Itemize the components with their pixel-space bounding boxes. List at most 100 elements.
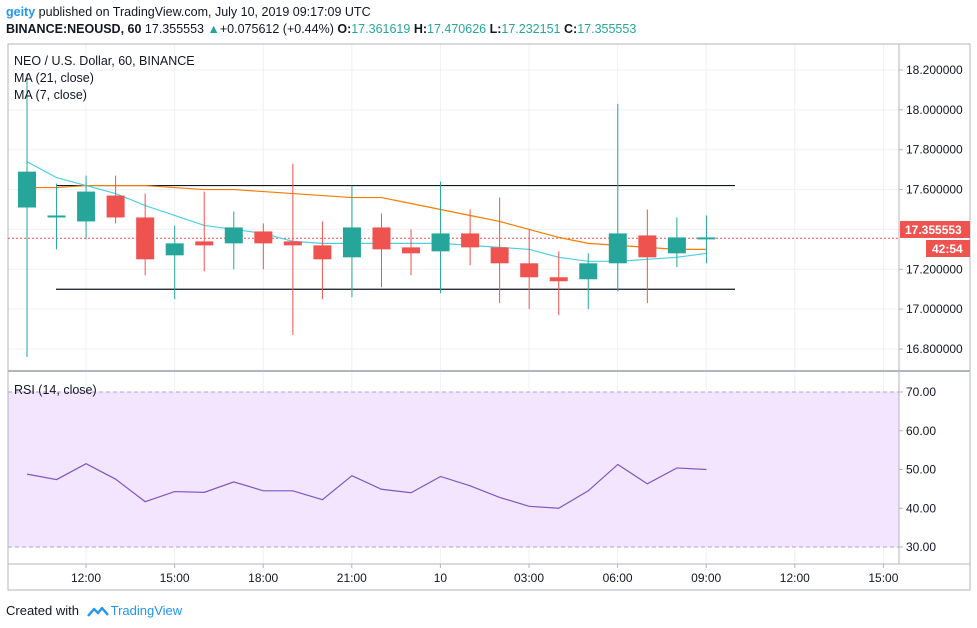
candle-body [195, 241, 214, 246]
time-tick-label: 12:00 [780, 571, 810, 585]
price-tick-label: 17.800000 [906, 143, 963, 157]
published-text: published on TradingView.com, July 10, 2… [38, 5, 371, 19]
candle-body [165, 243, 184, 256]
close-value: 17.355553 [577, 22, 637, 36]
candle-body [372, 227, 391, 250]
tradingview-brand-link[interactable]: TradingView [110, 603, 183, 618]
rsi-band-fill [8, 392, 899, 547]
legend: NEO / U.S. Dollar, 60, BINANCE MA (21, c… [14, 54, 195, 397]
time-tick-label: 10 [434, 571, 448, 585]
price-badge: 17.355553 [905, 223, 962, 237]
candle [402, 229, 421, 276]
candle-body [283, 241, 302, 246]
candle [461, 209, 480, 266]
candle-body [313, 245, 332, 260]
rsi-band [8, 391, 899, 548]
candle-body [77, 191, 96, 222]
time-axis[interactable]: 12:00 15:00 18:00 21:00 10 03:00 06:00 09:00 12:… [71, 564, 899, 585]
time-tick-label: 09:00 [691, 571, 721, 585]
candle-body [47, 215, 66, 218]
price-tick-label: 17.600000 [906, 183, 963, 197]
candle [431, 181, 450, 294]
candle-body [431, 233, 450, 252]
created-with-text: Created with [6, 603, 79, 618]
open-value: 17.361619 [351, 22, 411, 36]
rsi-tick-label: 60.00 [906, 424, 936, 438]
candle [638, 209, 657, 304]
candle [106, 175, 125, 224]
rsi-tick-label: 40.00 [906, 501, 936, 515]
candle [313, 221, 332, 300]
candle [47, 183, 66, 250]
chart-header: geity published on TradingView.com, July… [6, 4, 636, 38]
time-tick-label: 06:00 [603, 571, 633, 585]
ma7-line [26, 161, 707, 262]
outer-frame [7, 43, 971, 591]
candle [520, 229, 539, 310]
time-tick-label: 15:00 [160, 571, 190, 585]
time-tick-label: 03:00 [514, 571, 544, 585]
candle-body [549, 277, 568, 282]
low-value: 17.232151 [501, 22, 561, 36]
last-price: 17.355553 [144, 22, 205, 36]
candle [224, 211, 243, 270]
candle-body [697, 237, 716, 240]
price-axis[interactable]: 18.20000018.00000017.80000017.60000017.4… [899, 63, 963, 554]
legend-ma7: MA (7, close) [14, 88, 87, 102]
price-tick-label: 18.000000 [906, 103, 963, 117]
candle-body [667, 237, 686, 254]
moving-averages [26, 161, 707, 262]
candle [608, 103, 627, 292]
candle-body [136, 217, 155, 260]
author-link[interactable]: geity [6, 5, 36, 19]
price-tick-label: 17.200000 [906, 262, 963, 276]
candle-body [579, 263, 598, 280]
rsi-polyline [26, 463, 707, 509]
price-change: +0.075612 (+0.44%) [219, 22, 334, 36]
low-label: L: [489, 22, 502, 36]
timer-badge: 42:54 [932, 242, 963, 256]
rsi-tick-label: 50.00 [906, 463, 936, 477]
price-tick-label: 18.200000 [906, 63, 963, 77]
candle [667, 217, 686, 268]
header-line-1: geity published on TradingView.com, July… [6, 4, 636, 21]
header-line-2: BINANCE:NEOUSD, 60 17.355553 ▲+0.075612 … [6, 21, 636, 38]
candle-body [490, 247, 509, 264]
candle [136, 193, 155, 276]
ma21-line [27, 184, 707, 250]
timer-badge-bg [926, 240, 970, 257]
candle-body [402, 247, 421, 254]
time-tick-label: 21:00 [337, 571, 367, 585]
price-tick-label: 17.000000 [906, 302, 963, 316]
candle [254, 223, 273, 270]
close-label: C: [563, 22, 578, 36]
candle [549, 251, 568, 316]
candles[interactable] [18, 73, 716, 357]
price-badges: 17.355553 42:54 [900, 221, 970, 257]
candle-body [520, 263, 539, 278]
legend-ma21: MA (21, close) [14, 71, 94, 85]
horizontal-levels[interactable] [8, 184, 899, 290]
candle-body [638, 235, 657, 258]
time-tick-label: 12:00 [71, 571, 101, 585]
candle-body [461, 233, 480, 248]
candle [372, 213, 391, 288]
high-label: H: [413, 22, 428, 36]
candle [195, 191, 214, 272]
symbol-label[interactable]: BINANCE:NEOUSD, 60 [6, 22, 142, 36]
candle-body [18, 171, 36, 208]
time-tick-label: 18:00 [248, 571, 278, 585]
legend-rsi: RSI (14, close) [14, 383, 97, 397]
candle-body [224, 227, 243, 244]
candle [165, 225, 184, 300]
candle [697, 215, 716, 264]
candle [490, 197, 509, 304]
rsi-tick-label: 30.00 [906, 540, 936, 554]
candle [342, 185, 361, 298]
rsi-tick-label: 70.00 [906, 385, 936, 399]
candle [18, 73, 36, 357]
footer: Created with TradingView [6, 602, 182, 620]
price-tick-label: 16.800000 [906, 342, 963, 356]
tradingview-logo-icon [86, 606, 109, 617]
